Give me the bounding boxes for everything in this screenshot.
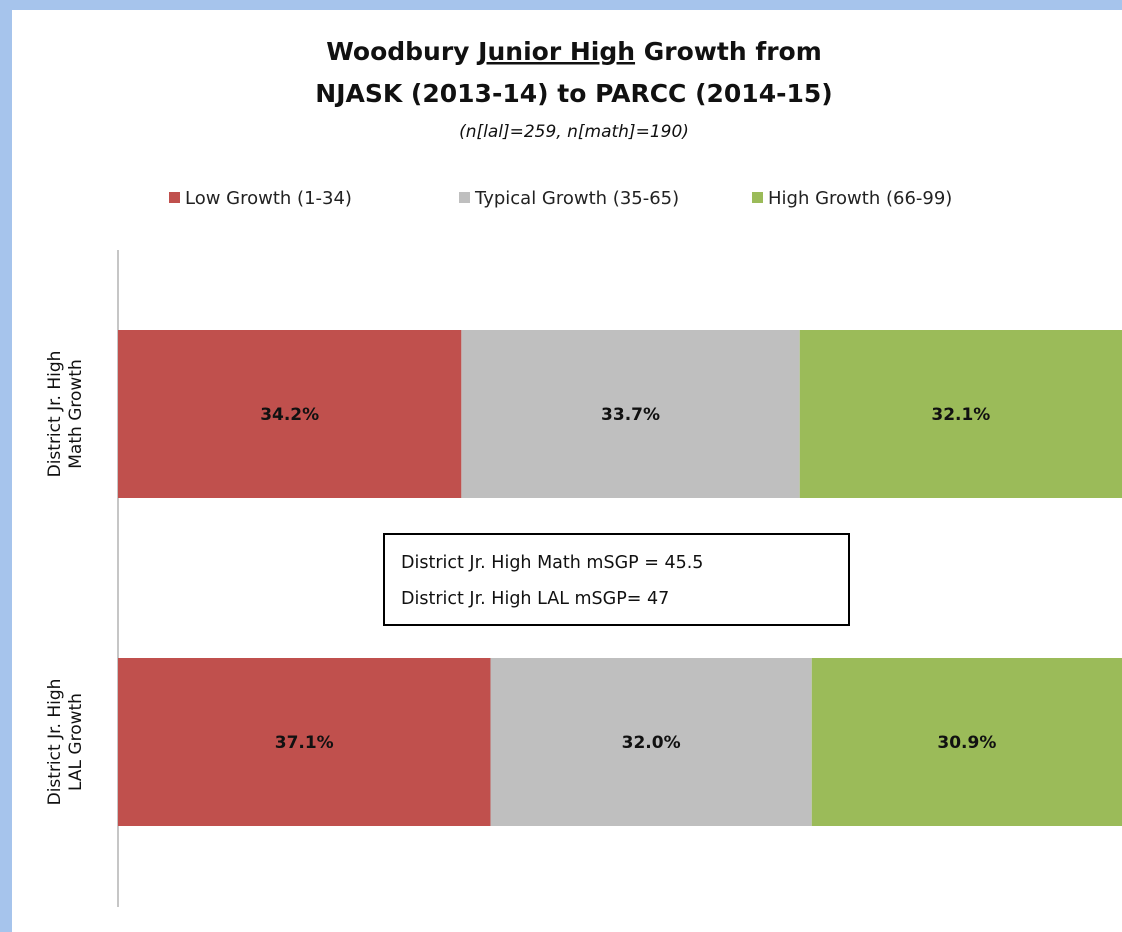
data-label-0-1: 33.7%	[601, 405, 660, 425]
bars-group: 34.2% 33.7% 32.1% 37.1% 32.0% 30.9%	[118, 330, 1122, 826]
chart-title-prefix: Woodbury	[326, 37, 478, 66]
bar-segment-0-2	[799, 330, 1122, 498]
data-label-1-0: 37.1%	[275, 733, 334, 753]
legend: Low Growth (1-34) Typical Growth (35-65) H…	[169, 188, 952, 209]
chart-title-line1: Woodbury Junior High Growth from	[326, 37, 822, 66]
data-label-0-0: 34.2%	[260, 405, 319, 425]
legend-label-2: High Growth (66-99)	[768, 188, 952, 209]
data-label-1-2: 30.9%	[937, 733, 996, 753]
category-label-1-line-1: LAL Growth	[66, 693, 86, 791]
legend-label-1: Typical Growth (35-65)	[474, 188, 679, 209]
bar-segment-1-0	[118, 658, 491, 826]
annotation-line-math: District Jr. High Math mSGP = 45.5	[401, 553, 703, 573]
chart-svg: Woodbury Junior High Growth from NJASK (…	[45, 37, 1122, 907]
legend-label-0: Low Growth (1-34)	[185, 188, 352, 209]
legend-swatch-0	[169, 192, 180, 203]
chart-title-suffix: Growth from	[635, 37, 822, 66]
category-label-0-line-0: District Jr. High	[45, 351, 65, 478]
legend-swatch-2	[752, 192, 763, 203]
bar-segment-1-2	[811, 658, 1122, 826]
chart-frame: Woodbury Junior High Growth from NJASK (…	[12, 10, 1122, 932]
bar-segment-0-1	[461, 330, 800, 498]
category-label-0: District Jr. High Math Growth	[45, 351, 86, 478]
chart-subtitle: (n[lal]=259, n[math]=190)	[459, 122, 689, 142]
category-label-1: District Jr. High LAL Growth	[45, 679, 86, 806]
chart-title-line2: NJASK (2013-14) to PARCC (2014-15)	[315, 79, 832, 108]
annotation-box: District Jr. High Math mSGP = 45.5 Distr…	[383, 533, 850, 626]
data-label-0-2: 32.1%	[931, 405, 990, 425]
bar-segment-0-0	[118, 330, 462, 498]
legend-swatch-1	[459, 192, 470, 203]
bar-segment-1-1	[490, 658, 812, 826]
chart-title-underlined: Junior High	[476, 37, 635, 66]
annotation-line-lal: District Jr. High LAL mSGP= 47	[401, 589, 669, 609]
category-label-1-line-0: District Jr. High	[45, 679, 65, 806]
annotation-border	[383, 533, 850, 626]
data-label-1-1: 32.0%	[622, 733, 681, 753]
category-label-0-line-1: Math Growth	[66, 359, 86, 468]
